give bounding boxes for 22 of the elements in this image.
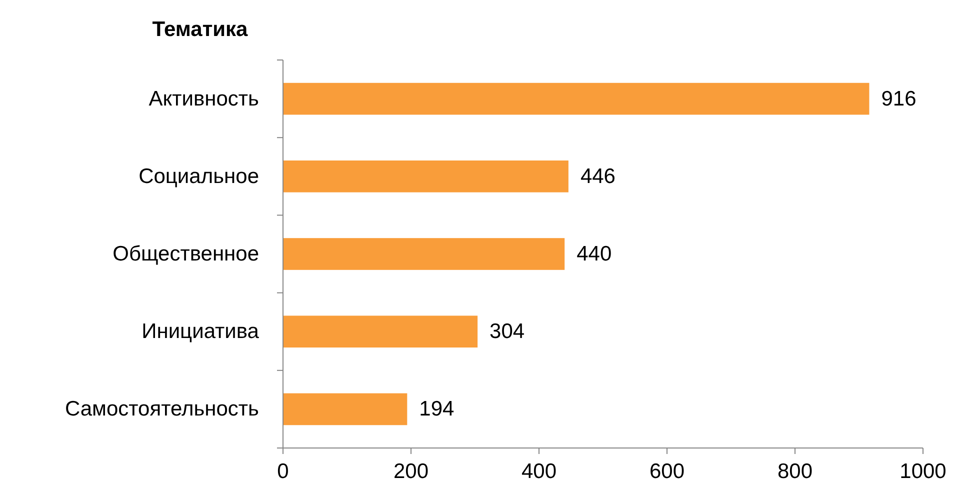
data-label: 440 (576, 242, 612, 266)
x-tick-label: 600 (649, 460, 685, 483)
y-tick-label: Социальное (138, 164, 259, 188)
bar (283, 316, 478, 348)
data-label: 446 (580, 164, 616, 188)
bar (283, 393, 408, 426)
y-tick-label: Активность (148, 87, 260, 110)
y-tick-label: Самостоятельность (64, 398, 260, 421)
x-tick-label: 200 (393, 460, 429, 483)
bar (283, 238, 565, 270)
x-tick-label: 1000 (900, 460, 946, 483)
x-tick-label: 800 (777, 460, 813, 483)
bar (283, 160, 568, 192)
data-label: 304 (490, 320, 525, 344)
chart-title: Тематика (152, 18, 248, 41)
x-tick-label: 400 (521, 460, 557, 483)
y-tick-label: Инициатива (142, 320, 260, 344)
y-tick-label: Общественное (112, 242, 259, 266)
x-tick-label: 0 (277, 460, 289, 483)
bar (283, 82, 870, 115)
data-label: 194 (419, 398, 455, 421)
data-label: 916 (881, 87, 916, 110)
